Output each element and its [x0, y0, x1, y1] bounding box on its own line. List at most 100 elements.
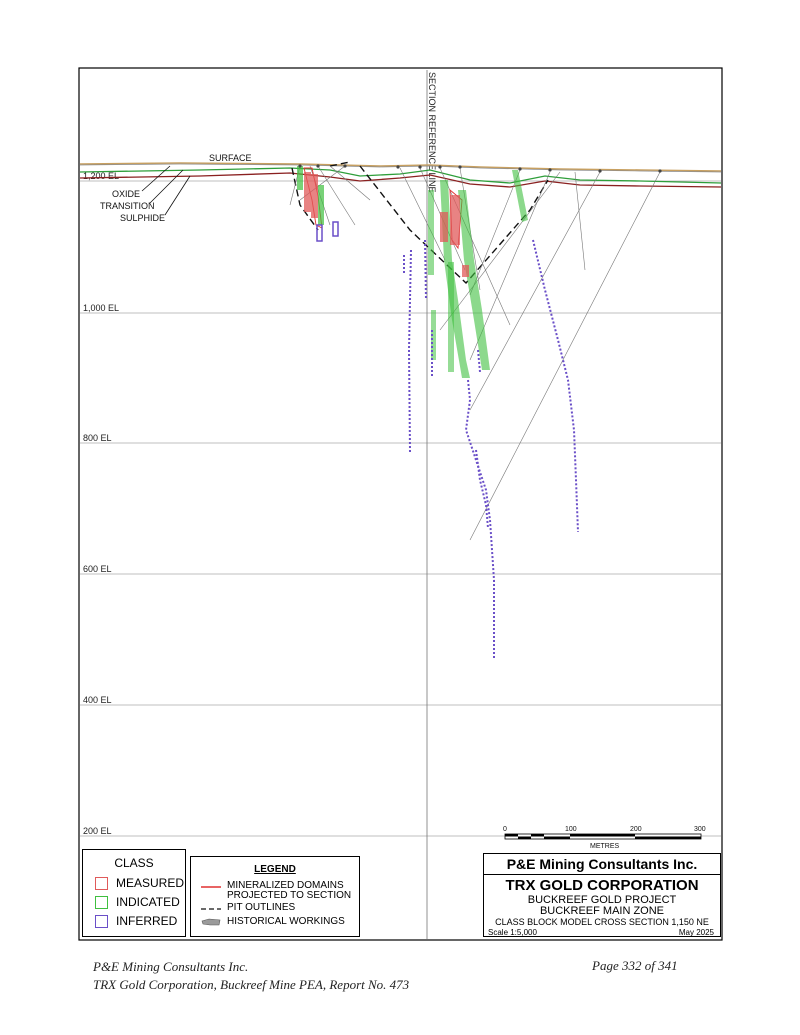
page-number: Page 332 of 341 — [592, 958, 678, 973]
historical-workings-icon — [201, 918, 221, 926]
pit-outlines — [291, 161, 549, 285]
dashed-line-icon — [201, 908, 221, 910]
inferred-blocks — [316, 224, 323, 242]
drawing-frame — [78, 67, 723, 941]
legend-item-label: PIT OUTLINES — [227, 902, 296, 913]
inferred-swatch — [95, 914, 108, 928]
measured-blocks — [450, 195, 460, 245]
inferred-blocks — [464, 379, 495, 658]
drill-trace — [469, 169, 521, 296]
sulphide-boundary-line — [79, 172, 722, 188]
measured-blocks — [311, 174, 318, 218]
drill-collar — [343, 164, 347, 168]
indicated-blocks — [512, 170, 528, 222]
drill-collar — [396, 165, 400, 169]
scale-note: Scale 1:5,000 — [488, 928, 537, 937]
legend-item-workings: HISTORICAL WORKINGS — [201, 917, 345, 927]
elevation-label-800: 800 EL — [83, 433, 112, 443]
class-item-label: INFERRED — [116, 914, 178, 928]
indicated-swatch — [95, 895, 108, 909]
oxide-leader — [141, 165, 171, 192]
drill-trace — [469, 171, 661, 541]
class-legend: CLASS MEASURED INDICATED INFERRED — [82, 849, 186, 937]
indicated-blocks — [428, 190, 434, 275]
drawing-title: CLASS BLOCK MODEL CROSS SECTION 1,150 NE — [495, 917, 709, 927]
drill-collars — [298, 164, 662, 173]
class-legend-title: CLASS — [114, 856, 154, 870]
drill-traces — [289, 165, 661, 541]
date-note: May 2025 — [678, 928, 714, 937]
footer-firm: P&E Mining Consultants Inc. — [93, 959, 249, 974]
inferred-blocks — [532, 239, 579, 533]
scale-bar-segment — [505, 834, 518, 837]
scale-bar-segment — [531, 834, 544, 837]
project-name: BUCKREEF GOLD PROJECT — [527, 894, 677, 906]
section-reference-label: SECTION REFERENCE LINE — [427, 72, 437, 193]
inferred-blocks — [407, 249, 412, 453]
oxide-boundary-line — [79, 167, 722, 184]
elevation-label-1000: 1,000 EL — [83, 303, 119, 313]
legend-item-pit: PIT OUTLINES — [201, 903, 295, 913]
sulphide-label: SULPHIDE — [120, 213, 165, 223]
drill-collar — [458, 165, 462, 169]
scale-tick-0: 0 — [503, 826, 507, 833]
transition-leader — [149, 169, 184, 204]
indicated-blocks — [297, 166, 303, 190]
measured-blocks — [462, 265, 469, 277]
surface-line — [79, 162, 722, 172]
measured-blocks — [304, 172, 311, 212]
elevation-label-1200: 1,200 EL — [83, 171, 119, 181]
scale-bar-segment — [544, 836, 570, 839]
drill-trace — [439, 171, 561, 331]
scale-tick-300: 300 — [694, 826, 706, 833]
oxide-label: OXIDE — [112, 189, 140, 199]
measured-swatch — [95, 876, 108, 890]
company-name: TRX GOLD CORPORATION — [505, 877, 699, 894]
zone-name: BUCKREEF MAIN ZONE — [539, 905, 665, 917]
scale-tick-100: 100 — [565, 826, 577, 833]
pit-outline-west — [291, 167, 319, 231]
drill-collar — [518, 167, 522, 171]
measured-blocks — [440, 212, 448, 242]
drill-trace — [574, 171, 586, 271]
legend-item-label: PROJECTED TO SECTION — [227, 890, 352, 901]
transition-label: TRANSITION — [100, 201, 155, 211]
footer-left: P&E Mining Consultants Inc. TRX Gold Cor… — [93, 958, 409, 994]
elevation-label-400: 400 EL — [83, 695, 112, 705]
title-block: P&E Mining Consultants Inc. TRX GOLD COR… — [483, 853, 721, 937]
surface-outline — [79, 163, 722, 173]
legend-item-label: MINERALIZED DOMAINS — [227, 880, 344, 891]
drill-trace — [329, 165, 371, 201]
surface-label: SURFACE — [209, 153, 252, 163]
inferred-blocks — [424, 239, 427, 301]
drill-collar — [316, 164, 320, 168]
class-item-inferred: INFERRED — [95, 914, 177, 928]
drill-trace — [469, 171, 601, 411]
scale-bar-segment — [635, 836, 701, 839]
indicated-blocks — [431, 310, 436, 360]
scale-bar: 0 100 200 300 METRES — [503, 826, 706, 850]
drill-collar — [438, 165, 442, 169]
elevation-grid — [80, 180, 721, 837]
scale-bar-segment — [518, 836, 531, 839]
class-item-measured: MEASURED — [95, 876, 184, 890]
drill-collar — [658, 169, 662, 173]
sulphide-leader — [164, 175, 191, 216]
drill-trace — [439, 167, 511, 326]
drill-collar — [598, 169, 602, 173]
indicated-blocks — [458, 190, 490, 370]
class-item-indicated: INDICATED — [95, 895, 180, 909]
indicated-blocks — [448, 262, 454, 372]
red-line-icon — [201, 886, 221, 888]
drill-trace — [317, 165, 356, 226]
legend-item-label: HISTORICAL WORKINGS — [227, 916, 345, 927]
scale-tick-200: 200 — [630, 826, 642, 833]
inferred-traces — [403, 239, 579, 658]
scale-bar-segment — [570, 834, 635, 837]
elevation-label-200: 200 EL — [83, 826, 112, 836]
indicated-blocks — [318, 185, 324, 225]
pit-outline-main — [359, 165, 549, 285]
class-item-label: INDICATED — [116, 895, 180, 909]
legend-title: LEGEND — [254, 864, 296, 875]
